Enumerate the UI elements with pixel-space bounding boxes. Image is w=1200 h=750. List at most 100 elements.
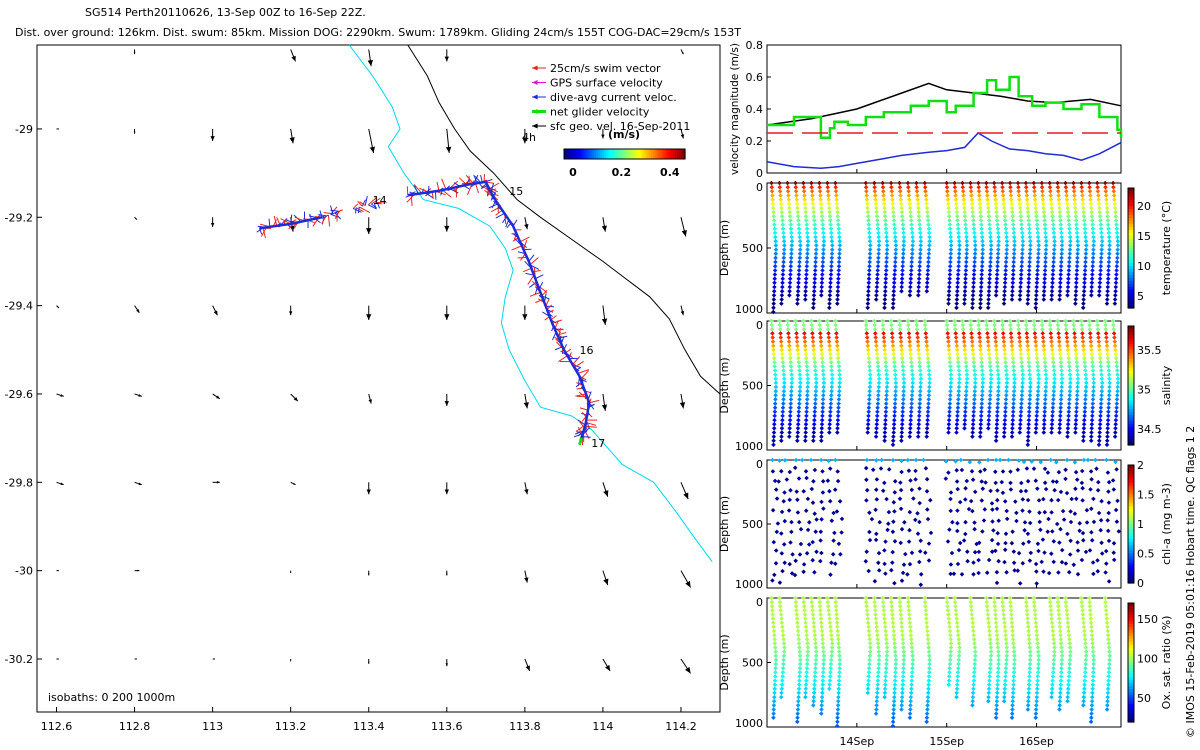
profile-point [980,376,986,382]
profile-point [1106,368,1112,373]
profile-point [892,222,897,227]
profile-point [1043,251,1049,256]
profile-point [1085,457,1091,463]
profile-point [1031,599,1037,605]
profile-point [1047,318,1052,324]
profile-point [957,247,962,252]
profile-point [1057,426,1062,431]
profile-point [866,624,871,630]
profile-point [1088,343,1094,349]
profile-point [985,608,990,613]
profile-point [926,251,932,256]
profile-point [1074,364,1080,369]
profile-point [1058,268,1064,273]
sfc-velocity-arrow [601,393,608,411]
profile-point [907,288,913,294]
profile-point [1090,263,1095,269]
profile-point [1058,413,1063,419]
profile-point [1114,230,1120,236]
profile-point [803,682,809,687]
profile-point [952,322,958,328]
profile-point [947,226,953,232]
profile-point [947,657,953,663]
profile-point [1113,417,1119,423]
profile-point [1067,393,1072,398]
profile-point [960,184,966,190]
profile-point [1041,421,1047,427]
profile-point [1018,417,1023,423]
profile-colorbar-cell [1128,245,1134,249]
profile-point [898,335,904,340]
profile-point [1057,417,1063,423]
profile-point [1083,384,1089,390]
profile-point [1114,393,1120,398]
profile-point [1090,405,1095,410]
sfc-velocity-arrow-head [444,401,449,406]
profile-point [804,222,809,227]
profile-point [1042,276,1047,281]
profile-point [986,698,991,704]
profile-point [875,637,880,642]
profile-point [1096,442,1102,448]
profile-colorbar-cell [1128,662,1134,667]
sfc-velocity-arrow-head [290,572,292,574]
profile-point [777,458,782,463]
profile-point [1080,305,1086,311]
profile-point [875,682,880,687]
profile-point [1051,259,1056,265]
profile-point [1071,180,1076,186]
profile-point [821,657,827,663]
profile-point [1082,226,1088,232]
profile-point [1089,530,1094,535]
profile-point [1084,380,1089,386]
profile-point [1055,318,1060,324]
profile-point [1090,413,1095,419]
profile-point [883,280,888,286]
profile-point [1079,557,1085,563]
profile-point [995,497,1000,503]
map-colorbar-cell [608,149,611,159]
profile-point [899,284,904,290]
profile-point [1091,243,1096,248]
profile-point [872,322,877,328]
profile-point [769,595,774,601]
profile-point [1063,467,1068,473]
profile-point [1071,562,1077,568]
profile-point [865,430,870,435]
profile-point [797,247,803,252]
profile-point [1049,347,1055,353]
profile-point [1027,251,1033,256]
profile-point [908,698,913,704]
profile-point [837,376,843,382]
profile-point [782,243,787,248]
profile-point [1081,297,1086,302]
profile-point [980,259,985,265]
profile-point [909,637,914,642]
profile-point [1011,263,1016,269]
profile-point [900,272,905,277]
profile-point [1074,268,1080,273]
profile-point [1028,243,1033,248]
profile-point [1018,218,1024,223]
profile-point [812,413,817,419]
profile-point [924,434,929,439]
profile-point [891,209,896,215]
profile-point [1105,470,1111,475]
profile-point [968,498,974,504]
profile-point [771,703,777,708]
profile-point [1052,238,1057,244]
profile-point [868,243,873,248]
profile-point [874,698,880,704]
profile-point [1026,351,1031,357]
profile-point [1020,247,1025,252]
profile-point [893,657,899,663]
profile-point [812,360,818,365]
profile-point [1090,230,1096,236]
profile-point [960,318,965,324]
profile-point [1098,364,1104,369]
profile-point [1028,380,1033,386]
profile-point [1010,214,1015,219]
map-colorbar-cell [582,149,585,159]
profile-point [899,343,904,349]
